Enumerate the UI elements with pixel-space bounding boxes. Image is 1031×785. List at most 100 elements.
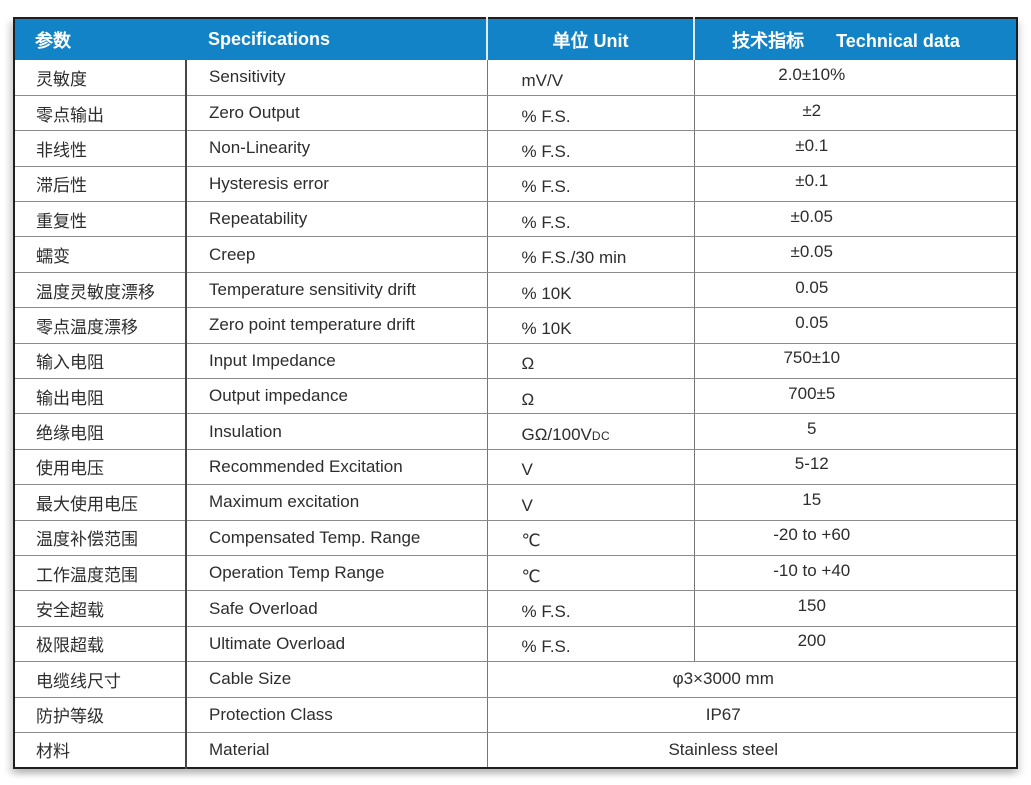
table-row: 电缆线尺寸 Cable Size φ3×3000 mm [14, 661, 1017, 698]
table-row: 温度灵敏度漂移 Temperature sensitivity drift % … [14, 272, 1017, 309]
param-cell: 安全超载 [14, 590, 186, 627]
header-tech-en: Technical data [836, 30, 960, 51]
param-cell: 使用电压 [14, 449, 186, 486]
unit-cell: ℃ [486, 520, 694, 556]
spec-cell: Sensitivity [185, 60, 487, 96]
table-body: 灵敏度 Sensitivity mV/V 2.0±10% 零点输出 Zero O… [14, 60, 1017, 768]
value-cell: ±2 [693, 95, 1017, 132]
unit-cell: Ω [486, 378, 694, 415]
table-row: 滞后性 Hysteresis error % F.S. ±0.1 [14, 166, 1017, 203]
spec-cell: Maximum excitation [185, 484, 487, 521]
table-row: 最大使用电压 Maximum excitation V 15 [14, 484, 1017, 521]
spec-cell: Hysteresis error [185, 166, 487, 203]
unit-cell: % F.S. [486, 201, 694, 238]
table-row: 零点输出 Zero Output % F.S. ±2 [14, 95, 1017, 132]
param-cell: 防护等级 [14, 697, 186, 733]
table-row: 零点温度漂移 Zero point temperature drift % 10… [14, 307, 1017, 344]
spec-cell: Operation Temp Range [185, 555, 487, 592]
merged-value-cell: Stainless steel [486, 732, 1017, 768]
unit-cell: V [486, 484, 694, 521]
spec-cell: Recommended Excitation [185, 449, 487, 486]
unit-cell: % F.S. [486, 590, 694, 627]
header-row: 参数 Specifications 单位 Unit 技术指标 Technical … [14, 18, 1017, 60]
param-cell: 材料 [14, 732, 186, 768]
spec-cell: Material [185, 732, 487, 768]
table-row: 绝缘电阻 Insulation GΩ/100VDC 5 [14, 413, 1017, 450]
table-row: 安全超载 Safe Overload % F.S. 150 [14, 590, 1017, 627]
unit-cell: mV/V [486, 60, 694, 96]
value-cell: ±0.1 [693, 130, 1017, 167]
spec-cell: Compensated Temp. Range [185, 520, 487, 556]
spec-cell: Zero point temperature drift [185, 307, 487, 344]
spec-cell: Temperature sensitivity drift [185, 272, 487, 309]
value-cell: -20 to +60 [693, 520, 1017, 556]
param-cell: 工作温度范围 [14, 555, 186, 592]
merged-value-cell: IP67 [486, 697, 1017, 733]
param-cell: 重复性 [14, 201, 186, 238]
header-technical-data: 技术指标 Technical data [693, 18, 1017, 60]
unit-cell: % F.S. [486, 95, 694, 132]
param-cell: 滞后性 [14, 166, 186, 203]
spec-cell: Cable Size [185, 661, 487, 698]
header-param: 参数 [35, 30, 71, 51]
unit-main: GΩ/100V [521, 425, 592, 445]
unit-cell: % F.S. [486, 166, 694, 203]
table-row: 工作温度范围 Operation Temp Range ℃ -10 to +40 [14, 555, 1017, 592]
param-cell: 最大使用电压 [14, 484, 186, 521]
param-cell: 输入电阻 [14, 343, 186, 380]
unit-cell: % F.S. [486, 130, 694, 167]
value-cell: 150 [693, 590, 1017, 627]
spec-cell: Repeatability [185, 201, 487, 238]
spec-cell: Ultimate Overload [185, 626, 487, 663]
specifications-table: 参数 Specifications 单位 Unit 技术指标 Technical … [13, 17, 1018, 769]
spec-cell: Protection Class [185, 697, 487, 733]
table-row: 极限超载 Ultimate Overload % F.S. 200 [14, 626, 1017, 663]
table-row: 输出电阻 Output impedance Ω 700±5 [14, 378, 1017, 415]
param-cell: 绝缘电阻 [14, 413, 186, 450]
unit-cell: GΩ/100VDC [486, 413, 694, 450]
value-cell: 5-12 [693, 449, 1017, 486]
header-specifications: Specifications [208, 29, 331, 49]
value-cell: ±0.05 [693, 201, 1017, 238]
spec-cell: Creep [185, 236, 487, 273]
spec-cell: Output impedance [185, 378, 487, 415]
table-row: 非线性 Non-Linearity % F.S. ±0.1 [14, 130, 1017, 167]
param-cell: 电缆线尺寸 [14, 661, 186, 698]
table-row: 材料 Material Stainless steel [14, 732, 1017, 768]
value-cell: 2.0±10% [693, 60, 1017, 96]
unit-cell: % 10K [486, 307, 694, 344]
param-cell: 蠕变 [14, 236, 186, 273]
param-cell: 灵敏度 [14, 60, 186, 96]
value-cell: -10 to +40 [693, 555, 1017, 592]
value-cell: 5 [693, 413, 1017, 450]
spec-cell: Insulation [185, 413, 487, 450]
value-cell: 15 [693, 484, 1017, 521]
value-cell: ±0.1 [693, 166, 1017, 203]
table-row: 蠕变 Creep % F.S./30 min ±0.05 [14, 236, 1017, 273]
merged-value-cell: φ3×3000 mm [486, 661, 1017, 698]
unit-cell: ℃ [486, 555, 694, 592]
param-cell: 输出电阻 [14, 378, 186, 415]
table-row: 使用电压 Recommended Excitation V 5-12 [14, 449, 1017, 486]
param-cell: 温度灵敏度漂移 [14, 272, 186, 309]
param-cell: 零点输出 [14, 95, 186, 132]
unit-cell: % 10K [486, 272, 694, 309]
spec-cell: Zero Output [185, 95, 487, 132]
param-cell: 零点温度漂移 [14, 307, 186, 344]
value-cell: 200 [693, 626, 1017, 663]
table-row: 温度补偿范围 Compensated Temp. Range ℃ -20 to … [14, 520, 1017, 556]
unit-cell: V [486, 449, 694, 486]
value-cell: 700±5 [693, 378, 1017, 415]
unit-subscript: DC [591, 429, 611, 444]
param-cell: 极限超载 [14, 626, 186, 663]
unit-cell: Ω [486, 343, 694, 380]
value-cell: 0.05 [693, 272, 1017, 309]
table-row: 灵敏度 Sensitivity mV/V 2.0±10% [14, 60, 1017, 96]
spec-cell: Non-Linearity [185, 130, 487, 167]
spec-cell: Safe Overload [185, 590, 487, 627]
param-cell: 温度补偿范围 [14, 520, 186, 556]
unit-cell: % F.S. [486, 626, 694, 663]
value-cell: 750±10 [693, 343, 1017, 380]
header-unit: 单位 Unit [486, 18, 694, 60]
